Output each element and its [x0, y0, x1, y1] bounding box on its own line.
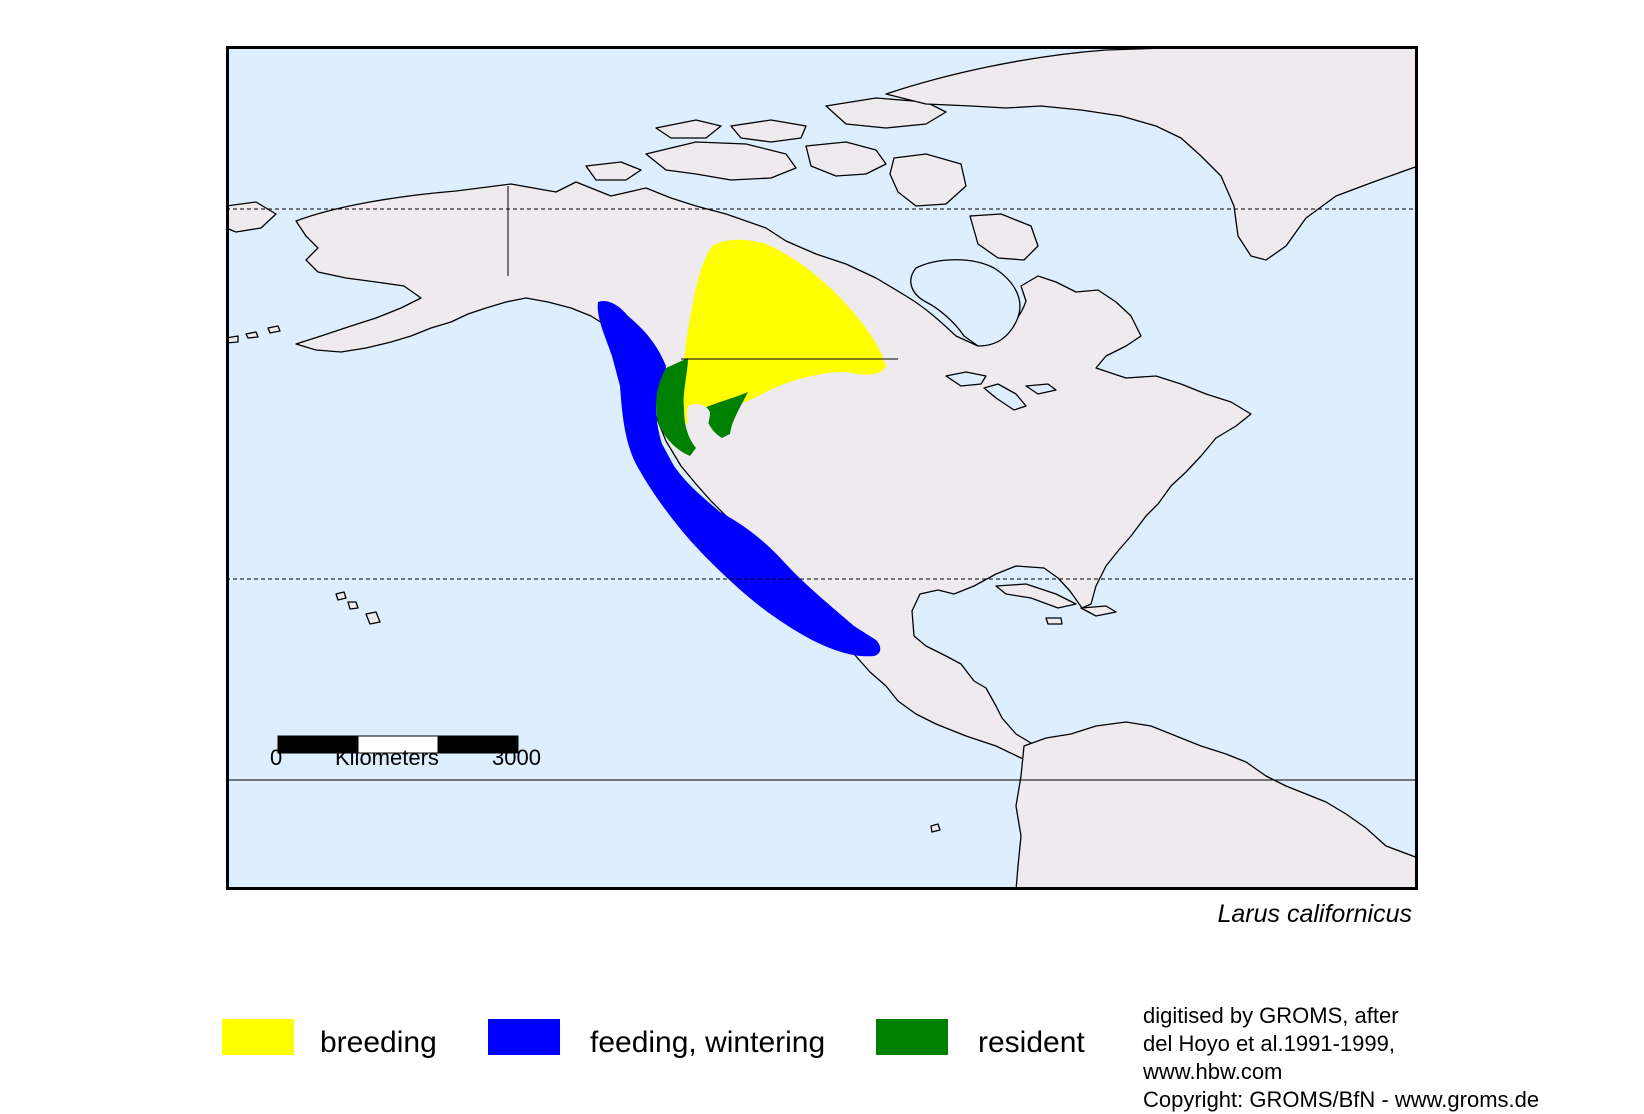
scale-bar	[277, 735, 519, 754]
scale-end-label: 3000	[492, 745, 541, 770]
jamaica	[1045, 617, 1063, 625]
galapagos	[930, 823, 941, 833]
cuba	[995, 583, 1077, 609]
hawaii	[335, 591, 381, 625]
graticule	[226, 186, 1418, 781]
range-resident	[656, 358, 748, 456]
distribution-map	[226, 46, 1418, 890]
hispaniola	[1080, 605, 1117, 617]
greenland	[885, 46, 1418, 261]
credit-line-4: Copyright: GROMS/BfN - www.groms.de	[1143, 1087, 1540, 1112]
legend-label-wintering: feeding, wintering	[590, 1026, 826, 1059]
legend-label-resident: resident	[978, 1026, 1085, 1059]
legend-swatch-breeding	[222, 1019, 294, 1055]
range-breeding	[678, 239, 886, 424]
landmasses	[226, 46, 1418, 890]
credit-line-2: del Hoyo et al.1991-1999,	[1143, 1031, 1395, 1056]
species-name: Larus californicus	[1217, 900, 1412, 928]
credit-line-3: www.hbw.com	[1143, 1059, 1283, 1084]
hudson-bay	[910, 259, 1021, 347]
south-america	[1015, 721, 1418, 890]
scale-segment-3	[437, 735, 519, 754]
range-gap	[686, 404, 710, 440]
credits: digitised by GROMS, after del Hoyo et al…	[1143, 1002, 1539, 1114]
legend-swatch-resident	[876, 1019, 948, 1055]
great-lakes	[945, 371, 1057, 411]
aleutian-islands	[226, 325, 281, 344]
legend-swatch-wintering	[488, 1019, 560, 1055]
scale-unit-label: Kilometers	[335, 745, 439, 770]
legend-label-breeding: breeding	[320, 1026, 437, 1059]
species-ranges	[597, 239, 886, 657]
map-border	[226, 46, 1418, 890]
scale-start-label: 0	[270, 745, 283, 770]
credit-line-1: digitised by GROMS, after	[1143, 1003, 1399, 1028]
arctic-islands	[585, 97, 1039, 261]
range-wintering	[597, 300, 881, 657]
